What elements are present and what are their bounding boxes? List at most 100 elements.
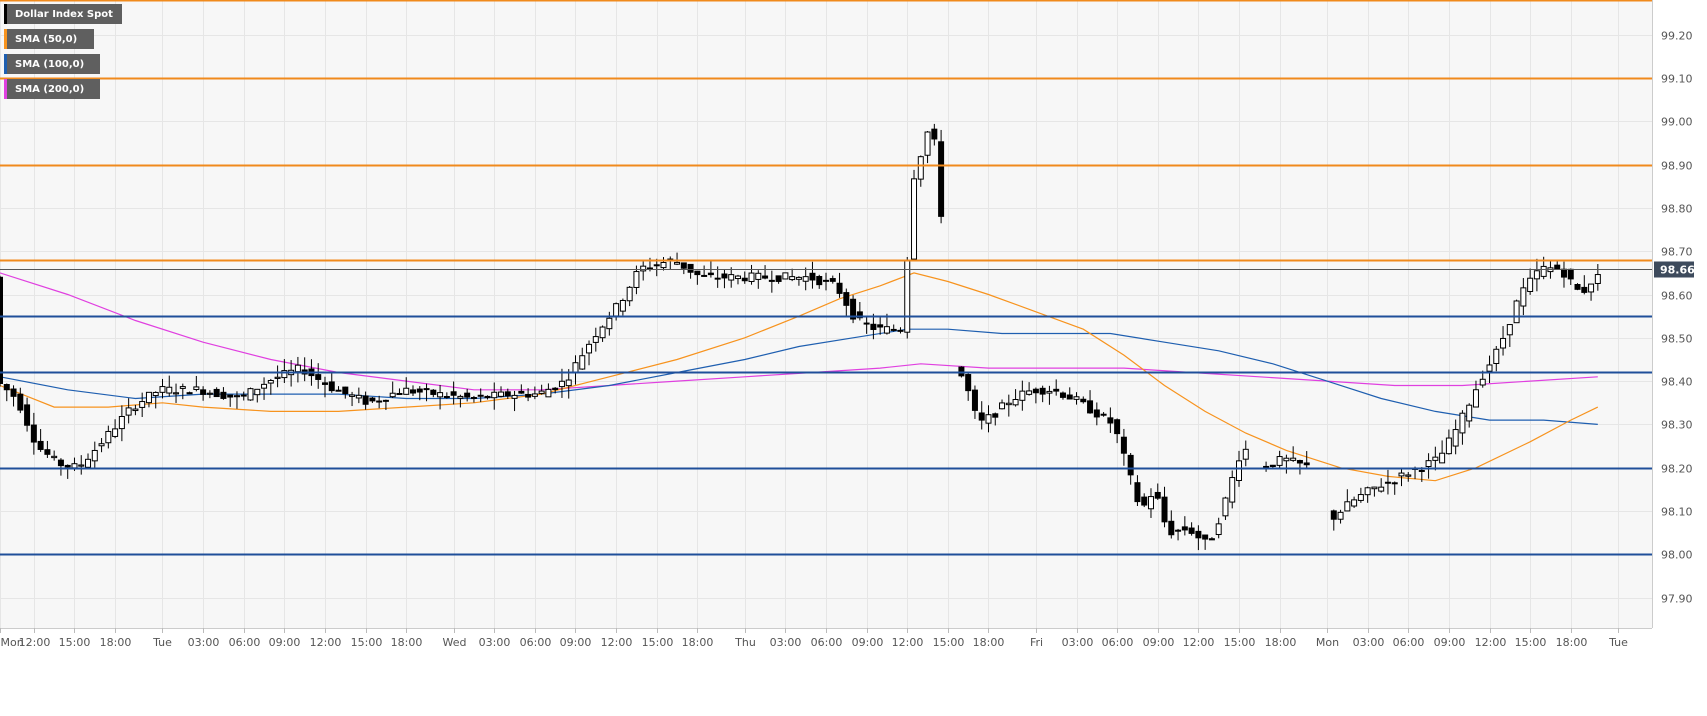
candles (0, 123, 1601, 551)
candle-body (159, 386, 166, 393)
x-tick-label: 18:00 (973, 636, 1005, 649)
x-tick-label: 15:00 (642, 636, 674, 649)
candle-body (484, 395, 491, 399)
candle-body (78, 464, 85, 467)
x-tick-label: 18:00 (391, 636, 423, 649)
candle-body (1161, 496, 1168, 523)
candle-body (1134, 482, 1141, 503)
candle-body (389, 392, 396, 398)
candle-body (166, 386, 173, 394)
candle-body (1215, 523, 1222, 536)
x-tick-label: 15:00 (1224, 636, 1256, 649)
x-tick-label: 12:00 (1183, 636, 1215, 649)
candle-body (396, 392, 403, 396)
candle-body (1202, 534, 1209, 540)
legend-label: Dollar Index Spot (15, 8, 113, 20)
candle-body (1073, 396, 1080, 400)
candle-body (91, 449, 98, 462)
candle-body (267, 380, 274, 384)
candle-body (504, 391, 511, 397)
legend-item-sma-100[interactable]: SMA (100,0) (4, 54, 100, 74)
last-price-label: 98.66 (1660, 264, 1695, 277)
candle-body (1405, 474, 1412, 477)
candle-body (24, 404, 31, 426)
candle-body (0, 276, 3, 384)
y-tick-label: 98.00 (1661, 549, 1693, 562)
candle-body (1296, 460, 1303, 464)
candle-body (633, 271, 640, 288)
candle-body (1303, 462, 1310, 466)
candle-body (328, 381, 335, 392)
candle-body (294, 364, 301, 373)
candle-body (403, 387, 410, 395)
candle-body (1188, 527, 1195, 534)
y-tick-label: 98.60 (1661, 290, 1693, 303)
candle-body (687, 263, 694, 273)
candle-body (1588, 283, 1595, 293)
x-tick-label: 12:00 (19, 636, 51, 649)
candle-body (281, 370, 288, 379)
candle-body (1574, 284, 1581, 290)
y-axis: 99.20 99.10 99.00 98.90 98.80 98.70 98.60 98.50… (1654, 30, 1695, 606)
x-tick-label: 15:00 (351, 636, 383, 649)
legend-item-dollar-index-spot[interactable]: Dollar Index Spot (4, 4, 122, 24)
candle-body (173, 392, 180, 395)
candle-body (335, 389, 342, 392)
x-tick-label: 09:00 (852, 636, 884, 649)
candle-body (931, 128, 938, 140)
legend-item-sma-50[interactable]: SMA (50,0) (4, 29, 94, 49)
candle-body (443, 395, 450, 398)
candle-body (1337, 511, 1344, 520)
x-tick-label: 03:00 (1062, 636, 1094, 649)
candle-body (924, 131, 931, 156)
candle-body (206, 392, 213, 395)
y-tick-label: 98.30 (1661, 419, 1693, 432)
candle-body (721, 273, 728, 279)
candle-body (1344, 501, 1351, 512)
candle-body (829, 278, 836, 282)
legend-swatch (4, 54, 7, 74)
candle-body (1242, 448, 1249, 460)
x-tick-label: Tue (152, 636, 172, 649)
candle-body (592, 336, 599, 343)
candle-body (619, 299, 626, 312)
y-tick-label: 98.40 (1661, 376, 1693, 389)
candle-body (132, 408, 139, 412)
candle-body (789, 276, 796, 281)
candle-body (491, 391, 498, 399)
candle-body (98, 443, 105, 447)
candle-body (457, 395, 464, 399)
candle-body (423, 388, 430, 391)
candle-body (1391, 482, 1398, 485)
legend-item-sma-200[interactable]: SMA (200,0) (4, 79, 100, 99)
candle-body (200, 389, 207, 395)
candle-body (30, 424, 37, 443)
candle-body (863, 322, 870, 325)
y-tick-label: 98.10 (1661, 506, 1693, 519)
candle-body (1351, 499, 1358, 507)
x-tick-label: 09:00 (269, 636, 301, 649)
candle-body (958, 366, 965, 377)
candle-body (355, 394, 362, 399)
legend-label: SMA (100,0) (15, 58, 85, 70)
candle-body (139, 401, 146, 408)
candle-body (741, 277, 748, 282)
candle-body (1594, 274, 1601, 284)
candle-body (410, 389, 416, 394)
candle-body (1195, 530, 1202, 539)
last-price-badge (1654, 261, 1694, 278)
candle-body (247, 388, 254, 401)
x-tick-label: 18:00 (100, 636, 132, 649)
candle-body (240, 394, 247, 397)
candle-body (917, 156, 924, 180)
candle-body (1527, 277, 1534, 292)
candle-body (416, 388, 423, 393)
candle-body (714, 277, 721, 280)
candle-body (843, 292, 850, 306)
candle-body (1141, 496, 1148, 506)
candle-body (999, 402, 1006, 410)
candle-body (762, 275, 769, 279)
candle-body (376, 400, 383, 403)
candle-body (734, 275, 741, 280)
legend-swatch (4, 79, 7, 99)
